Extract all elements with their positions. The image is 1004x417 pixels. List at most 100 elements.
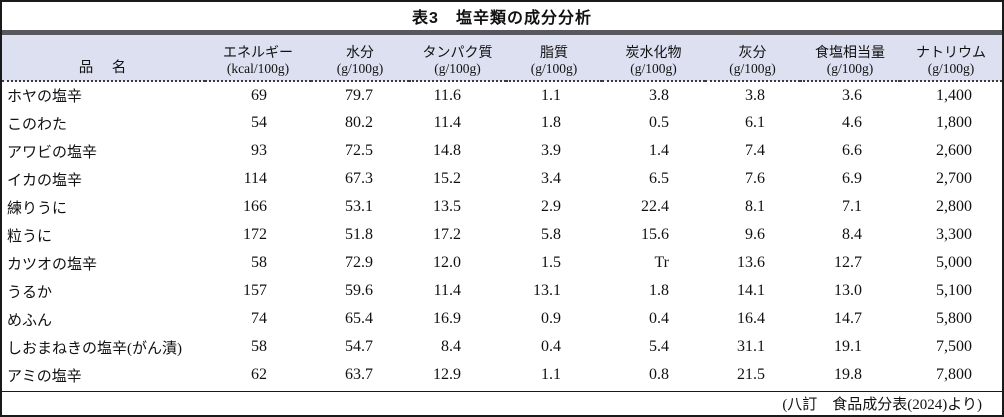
row-name: カツオの塩辛 xyxy=(7,256,98,273)
table-row: しおまねきの塩辛(がん漬) 58 54.7 8.4 0.4 5.4 31.1 19.1 7,50… xyxy=(2,333,1002,361)
table-row: 粒うに 172 51.8 17.2 5.8 15.6 9.6 8.4 3,300 xyxy=(2,221,1002,249)
cell-value: 54.7 xyxy=(345,338,373,355)
table-row: うるか 157 59.6 11.4 13.1 1.8 14.1 13.0 5,100 xyxy=(2,277,1002,305)
cell-value: 58 xyxy=(251,254,267,271)
column-header: 脂質 (g/100g) xyxy=(506,35,602,82)
cell-value: 16.9 xyxy=(433,310,461,327)
cell-value: 2,600 xyxy=(936,142,972,159)
cell-value: 11.6 xyxy=(433,86,461,104)
table-row: 練りうに 166 53.1 13.5 2.9 22.4 8.1 7.1 2,800 xyxy=(2,193,1002,221)
cell-value: 1.1 xyxy=(541,366,561,383)
column-header-unit: (kcal/100g) xyxy=(226,61,290,76)
cell-value: 1.1 xyxy=(541,86,561,104)
cell-value: 69 xyxy=(251,86,267,104)
cell-value: 3.6 xyxy=(842,86,862,104)
cell-value: 5,000 xyxy=(936,254,972,271)
row-name: うるか xyxy=(7,284,53,301)
column-header-label: タンパク質 xyxy=(422,44,493,60)
cell-value: 13.1 xyxy=(533,282,561,299)
cell-value: 9.6 xyxy=(745,226,765,243)
cell-value: 7.4 xyxy=(745,142,765,159)
cell-value: 2,800 xyxy=(936,198,972,215)
cell-value: 11.4 xyxy=(433,114,461,131)
cell-value: 1,400 xyxy=(936,86,972,104)
cell-value: 16.4 xyxy=(737,310,765,327)
cell-value: 3.4 xyxy=(541,170,561,187)
composition-table: 品 名 エネルギー (kcal/100g) 水分 (g/100g) タンパク質 (g/10… xyxy=(2,35,1002,389)
cell-value: 7.1 xyxy=(842,198,862,215)
cell-value: 6.5 xyxy=(649,170,669,187)
row-name: イカの塩辛 xyxy=(7,172,83,189)
table-row: アワビの塩辛 93 72.5 14.8 3.9 1.4 7.4 6.6 2,600 xyxy=(2,137,1002,165)
cell-value: 54 xyxy=(251,114,267,131)
column-header-unit: (g/100g) xyxy=(927,61,975,76)
column-header-unit: (g/100g) xyxy=(434,61,481,76)
cell-value: 31.1 xyxy=(737,338,765,355)
cell-value: 62 xyxy=(251,366,267,383)
cell-value: 22.4 xyxy=(641,198,669,215)
cell-value: 17.2 xyxy=(433,226,461,243)
cell-value: 5,800 xyxy=(936,310,972,327)
column-header-unit: (g/100g) xyxy=(530,61,578,76)
column-header-unit: (g/100g) xyxy=(336,61,384,76)
cell-value: 7,500 xyxy=(936,338,972,355)
cell-value: 5.4 xyxy=(649,338,669,355)
cell-value: 14.1 xyxy=(737,282,765,299)
cell-value: 65.4 xyxy=(345,310,373,327)
column-header-name: 品 名 xyxy=(2,35,205,82)
cell-value: 63.7 xyxy=(345,366,373,383)
table-title: 表3 塩辛類の成分分析 xyxy=(412,10,592,27)
cell-value: 8.4 xyxy=(441,338,461,355)
cell-value: 1.5 xyxy=(541,254,561,271)
column-header-unit: (g/100g) xyxy=(630,61,677,76)
cell-value: 67.3 xyxy=(345,170,373,187)
column-header: 食塩相当量 (g/100g) xyxy=(800,35,900,82)
row-name: 練りうに xyxy=(7,200,68,217)
cell-value: 3.8 xyxy=(649,86,669,104)
title-divider-band xyxy=(2,30,1002,35)
cell-value: 2,700 xyxy=(936,170,972,187)
table-row: カツオの塩辛 58 72.9 12.0 1.5 Tr 13.6 12.7 5,000 xyxy=(2,249,1002,277)
cell-value: 72.5 xyxy=(345,142,373,159)
table-row: イカの塩辛 114 67.3 15.2 3.4 6.5 7.6 6.9 2,700 xyxy=(2,165,1002,193)
cell-value: 2.9 xyxy=(541,198,561,215)
cell-value: 1,800 xyxy=(936,114,972,131)
row-name: アワビの塩辛 xyxy=(7,144,98,161)
cell-value: 6.9 xyxy=(842,170,862,187)
name-header-label: 品 名 xyxy=(78,60,129,76)
cell-value: 58 xyxy=(251,338,267,355)
cell-value: 0.4 xyxy=(649,310,669,327)
table-row: ホヤの塩辛 69 79.7 11.6 1.1 3.8 3.8 3.6 1,400 xyxy=(2,81,1002,109)
row-name: このわた xyxy=(7,116,68,133)
column-header: 炭水化物 (g/100g) xyxy=(602,35,705,82)
row-name: アミの塩辛 xyxy=(7,368,82,385)
table-row: アミの塩辛 62 63.7 12.9 1.1 0.8 21.5 19.8 7,800 xyxy=(2,361,1002,389)
cell-value: 19.8 xyxy=(834,366,862,383)
cell-value: 15.6 xyxy=(641,226,669,243)
row-name: ホヤの塩辛 xyxy=(7,89,83,105)
cell-value: 7,800 xyxy=(936,366,972,383)
cell-value: 72.9 xyxy=(345,254,373,271)
cell-value: 157 xyxy=(243,282,267,299)
cell-value: 19.1 xyxy=(834,338,862,355)
cell-value: 166 xyxy=(243,198,267,215)
cell-value: 14.8 xyxy=(433,142,461,159)
cell-value: 15.2 xyxy=(433,170,461,187)
cell-value: 3.9 xyxy=(541,142,561,159)
table-row: めふん 74 65.4 16.9 0.9 0.4 16.4 14.7 5,800 xyxy=(2,305,1002,333)
column-header-label: 炭水化物 xyxy=(625,44,682,60)
cell-value: 114 xyxy=(243,170,267,187)
cell-value: 14.7 xyxy=(834,310,862,327)
cell-value: 93 xyxy=(251,142,267,159)
cell-value: 6.6 xyxy=(842,142,862,159)
table-body: ホヤの塩辛 69 79.7 11.6 1.1 3.8 3.8 3.6 1,400 このわた 54 80… xyxy=(2,81,1002,389)
cell-value: 1.4 xyxy=(649,142,669,159)
column-header-label: 食塩相当量 xyxy=(815,44,885,60)
cell-value: 11.4 xyxy=(433,282,461,299)
cell-value: 12.7 xyxy=(834,254,862,271)
column-header: 水分 (g/100g) xyxy=(311,35,409,82)
cell-value: Tr xyxy=(654,254,669,271)
column-header-unit: (g/100g) xyxy=(729,61,776,76)
column-header-unit: (g/100g) xyxy=(826,61,874,76)
